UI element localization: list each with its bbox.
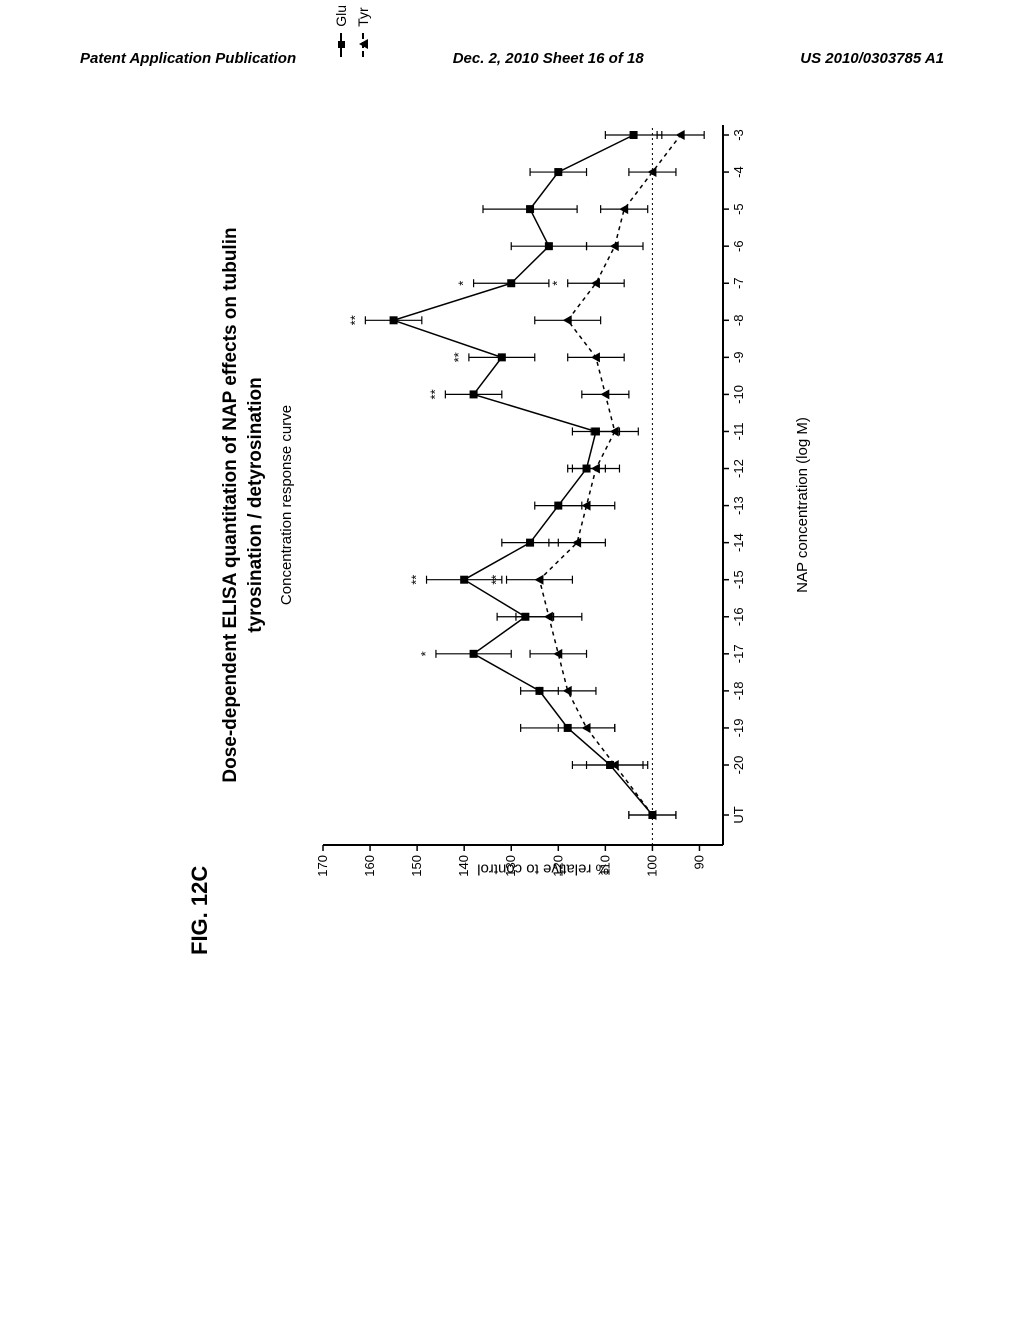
chart-area: % relative to control NAP concentration … [303,95,783,915]
svg-text:-16: -16 [731,607,746,626]
svg-text:**: ** [489,575,504,585]
svg-text:-20: -20 [731,756,746,775]
figure-label: FIG. 12C [187,55,213,955]
svg-text:**: ** [409,575,424,585]
svg-text:90: 90 [692,855,707,869]
figure-content: FIG. 12C Dose-dependent ELISA quantitati… [187,55,837,955]
chart-svg: 90100110120130140150160170UT-20-19-18-17… [303,95,783,915]
svg-text:150: 150 [409,855,424,877]
svg-text:100: 100 [645,855,660,877]
svg-text:*: * [550,281,565,286]
svg-text:-14: -14 [731,533,746,552]
svg-text:**: ** [451,352,466,362]
svg-text:**: ** [428,389,443,399]
svg-text:**: ** [348,315,363,325]
svg-text:-9: -9 [731,352,746,364]
svg-text:140: 140 [457,855,472,877]
svg-text:-8: -8 [731,315,746,327]
legend-item-glu: Glu [333,5,349,57]
svg-text:160: 160 [362,855,377,877]
svg-text:-13: -13 [731,496,746,515]
svg-text:-10: -10 [731,385,746,404]
svg-text:UT: UT [731,806,746,823]
svg-text:-18: -18 [731,681,746,700]
x-axis-label: NAP concentration (log M) [794,417,811,593]
svg-text:-17: -17 [731,644,746,663]
svg-text:*: * [456,281,471,286]
legend-item-tyr: Tyr [355,5,371,57]
chart-legend: Glu Tyr [333,5,377,57]
svg-text:-19: -19 [731,719,746,738]
svg-text:-5: -5 [731,203,746,215]
svg-text:-3: -3 [731,129,746,141]
svg-text:-11: -11 [731,423,746,441]
svg-text:-15: -15 [731,570,746,589]
svg-text:-7: -7 [731,277,746,289]
svg-text:-6: -6 [731,240,746,252]
legend-marker-triangle-icon [362,33,364,57]
svg-text:170: 170 [315,855,330,877]
svg-text:-12: -12 [731,459,746,478]
chart-subtitle: Concentration response curve [278,55,295,955]
figure-title: Dose-dependent ELISA quantitation of NAP… [219,55,268,955]
legend-marker-square-icon [340,33,342,57]
svg-text:-4: -4 [731,166,746,178]
y-axis-label: % relative to control [478,861,610,878]
svg-text:*: * [418,651,433,656]
